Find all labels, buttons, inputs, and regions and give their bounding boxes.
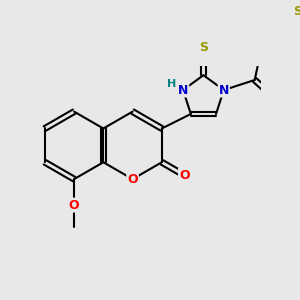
Text: O: O: [179, 169, 190, 182]
Text: S: S: [199, 41, 208, 55]
Text: O: O: [69, 199, 80, 212]
Text: O: O: [127, 172, 138, 186]
Text: H: H: [167, 79, 177, 88]
Text: N: N: [219, 83, 229, 97]
Text: N: N: [178, 83, 188, 97]
Text: S: S: [293, 5, 300, 18]
